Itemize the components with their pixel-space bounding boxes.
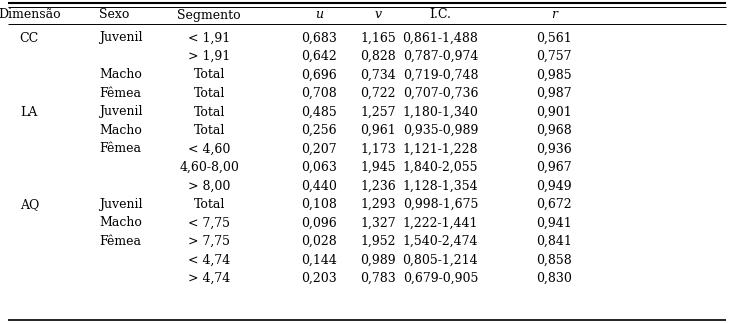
- Text: 0,858: 0,858: [537, 254, 572, 266]
- Text: > 8,00: > 8,00: [188, 180, 230, 193]
- Text: 0,561: 0,561: [537, 32, 572, 45]
- Text: 0,722: 0,722: [360, 87, 396, 100]
- Text: 0,998-1,675: 0,998-1,675: [403, 198, 478, 211]
- Text: 4,60-8,00: 4,60-8,00: [179, 161, 239, 174]
- Text: Dimensão: Dimensão: [0, 8, 61, 22]
- Text: 0,828: 0,828: [360, 50, 396, 63]
- Text: 1,222-1,441: 1,222-1,441: [403, 216, 478, 230]
- Text: 0,968: 0,968: [537, 124, 572, 137]
- Text: 1,121-1,228: 1,121-1,228: [403, 142, 478, 155]
- Text: Fêmea: Fêmea: [99, 142, 141, 155]
- Text: Total: Total: [194, 68, 225, 81]
- Text: 0,708: 0,708: [302, 87, 337, 100]
- Text: 0,063: 0,063: [302, 161, 337, 174]
- Text: < 1,91: < 1,91: [188, 32, 230, 45]
- Text: 0,941: 0,941: [537, 216, 572, 230]
- Text: 1,173: 1,173: [360, 142, 396, 155]
- Text: LA: LA: [21, 106, 38, 119]
- Text: 1,952: 1,952: [360, 235, 396, 248]
- Text: 0,707-0,736: 0,707-0,736: [403, 87, 478, 100]
- Text: 0,987: 0,987: [537, 87, 572, 100]
- Text: 0,783: 0,783: [360, 272, 396, 285]
- Text: Fêmea: Fêmea: [99, 235, 141, 248]
- Text: 1,180-1,340: 1,180-1,340: [402, 106, 479, 119]
- Text: 0,936: 0,936: [537, 142, 572, 155]
- Text: Juvenil: Juvenil: [99, 106, 142, 119]
- Text: 0,841: 0,841: [537, 235, 572, 248]
- Text: Total: Total: [194, 106, 225, 119]
- Text: 0,901: 0,901: [537, 106, 572, 119]
- Text: 0,861-1,488: 0,861-1,488: [402, 32, 479, 45]
- Text: u: u: [316, 8, 323, 22]
- Text: 0,949: 0,949: [537, 180, 572, 193]
- Text: > 4,74: > 4,74: [188, 272, 230, 285]
- Text: 0,256: 0,256: [302, 124, 337, 137]
- Text: 1,165: 1,165: [360, 32, 396, 45]
- Text: 0,028: 0,028: [302, 235, 337, 248]
- Text: 0,696: 0,696: [302, 68, 337, 81]
- Text: Total: Total: [194, 198, 225, 211]
- Text: Juvenil: Juvenil: [99, 198, 142, 211]
- Text: 0,144: 0,144: [302, 254, 337, 266]
- Text: 0,440: 0,440: [302, 180, 337, 193]
- Text: 0,961: 0,961: [360, 124, 396, 137]
- Text: 0,805-1,214: 0,805-1,214: [402, 254, 479, 266]
- Text: Juvenil: Juvenil: [99, 32, 142, 45]
- Text: 0,734: 0,734: [360, 68, 396, 81]
- Text: < 7,75: < 7,75: [188, 216, 230, 230]
- Text: 1,327: 1,327: [360, 216, 396, 230]
- Text: 1,257: 1,257: [360, 106, 396, 119]
- Text: 0,642: 0,642: [302, 50, 337, 63]
- Text: 1,128-1,354: 1,128-1,354: [402, 180, 479, 193]
- Text: < 4,60: < 4,60: [188, 142, 230, 155]
- Text: 0,787-0,974: 0,787-0,974: [403, 50, 478, 63]
- Text: 0,719-0,748: 0,719-0,748: [403, 68, 478, 81]
- Text: Sexo: Sexo: [99, 8, 129, 22]
- Text: 1,236: 1,236: [360, 180, 396, 193]
- Text: > 7,75: > 7,75: [188, 235, 230, 248]
- Text: 1,945: 1,945: [360, 161, 396, 174]
- Text: Fêmea: Fêmea: [99, 87, 141, 100]
- Text: 0,967: 0,967: [537, 161, 572, 174]
- Text: 0,096: 0,096: [302, 216, 337, 230]
- Text: 0,108: 0,108: [302, 198, 337, 211]
- Text: Macho: Macho: [99, 124, 142, 137]
- Text: Macho: Macho: [99, 216, 142, 230]
- Text: AQ: AQ: [20, 198, 39, 211]
- Text: Segmento: Segmento: [178, 8, 241, 22]
- Text: I.C.: I.C.: [429, 8, 451, 22]
- Text: 0,989: 0,989: [360, 254, 396, 266]
- Text: CC: CC: [20, 32, 39, 45]
- Text: < 4,74: < 4,74: [188, 254, 230, 266]
- Text: Total: Total: [194, 124, 225, 137]
- Text: 0,485: 0,485: [302, 106, 337, 119]
- Text: 1,840-2,055: 1,840-2,055: [403, 161, 478, 174]
- Text: 0,679-0,905: 0,679-0,905: [403, 272, 478, 285]
- Text: v: v: [374, 8, 382, 22]
- Text: Macho: Macho: [99, 68, 142, 81]
- Text: 0,935-0,989: 0,935-0,989: [403, 124, 478, 137]
- Text: 1,293: 1,293: [360, 198, 396, 211]
- Text: 0,203: 0,203: [302, 272, 337, 285]
- Text: > 1,91: > 1,91: [188, 50, 230, 63]
- Text: Total: Total: [194, 87, 225, 100]
- Text: 0,757: 0,757: [537, 50, 572, 63]
- Text: 0,672: 0,672: [537, 198, 572, 211]
- Text: 0,985: 0,985: [537, 68, 572, 81]
- Text: 0,207: 0,207: [302, 142, 337, 155]
- Text: 0,830: 0,830: [537, 272, 572, 285]
- Text: 1,540-2,474: 1,540-2,474: [403, 235, 478, 248]
- Text: r: r: [551, 8, 557, 22]
- Text: 0,683: 0,683: [302, 32, 337, 45]
